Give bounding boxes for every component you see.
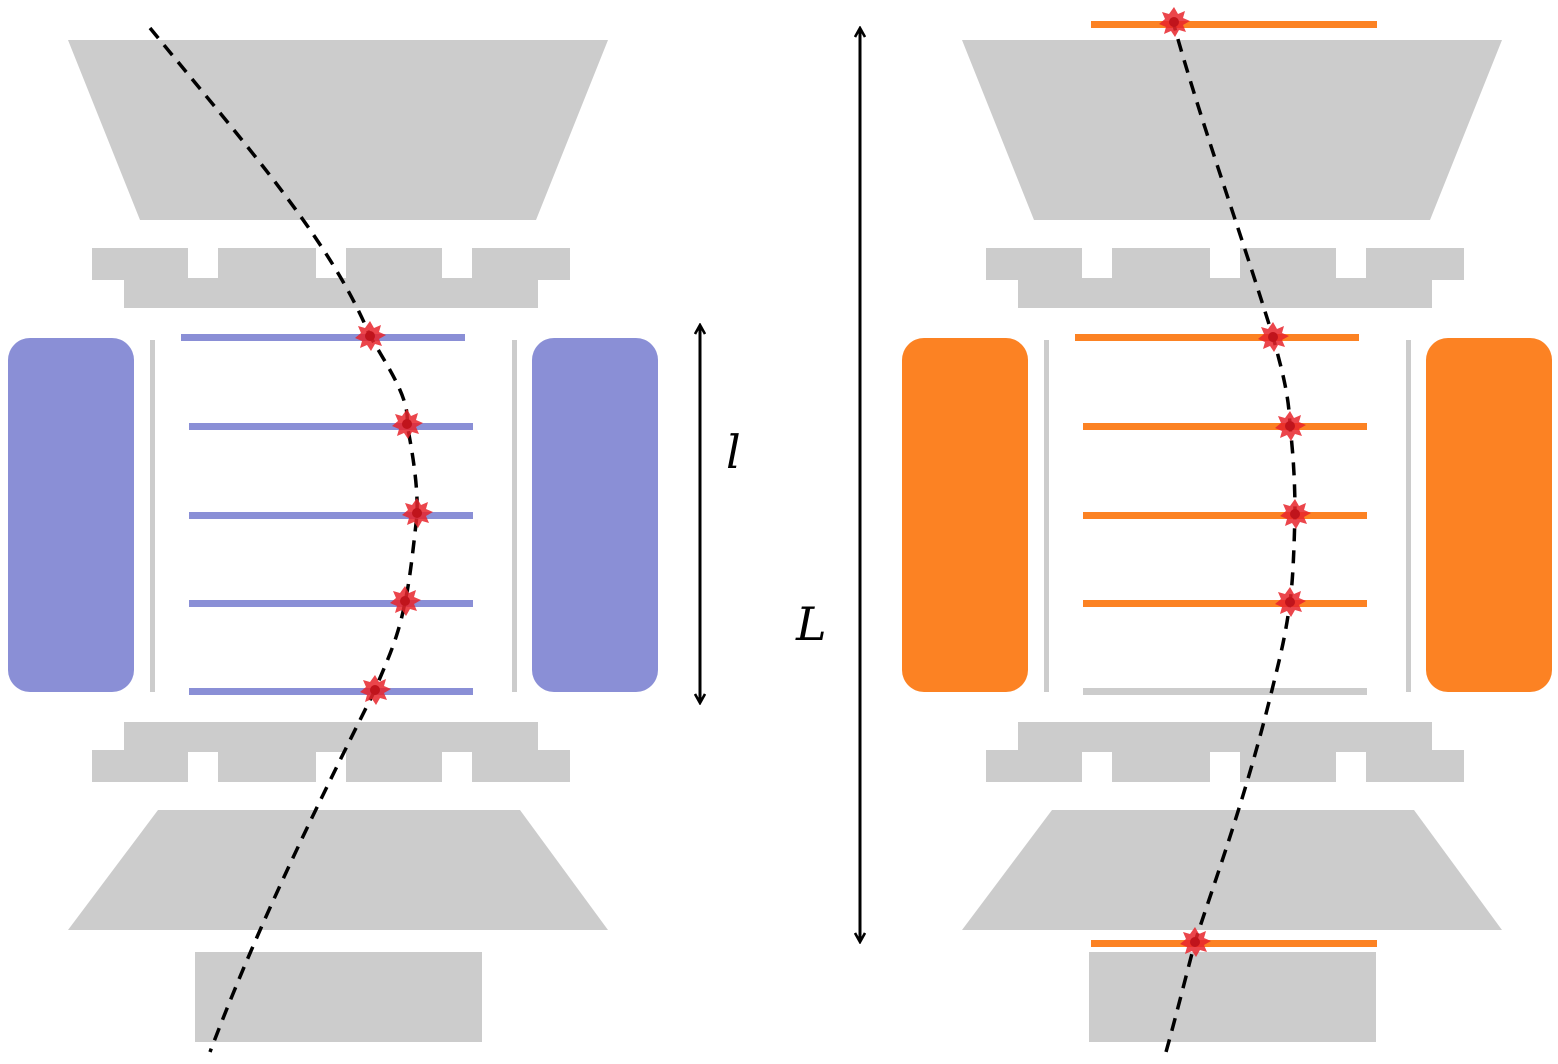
- hit-marker: [1275, 587, 1306, 617]
- hit-marker: [1280, 499, 1311, 529]
- left-particle-track: [148, 26, 419, 1053]
- right-configuration: [902, 7, 1552, 1053]
- hit-marker: [390, 586, 421, 616]
- right-upper-magnet: [962, 40, 1502, 220]
- left-upper-yoke: [92, 248, 570, 308]
- right-outer-coil-left: [902, 338, 1028, 692]
- detector-layer-inactive: [1083, 688, 1367, 695]
- left-lower-yoke: [92, 722, 570, 782]
- right-outer-coil-right: [1426, 338, 1552, 692]
- detector-layer: [189, 423, 473, 430]
- detector-layer: [189, 600, 473, 607]
- left-outer-coil-left: [8, 338, 134, 692]
- detector-layer: [1083, 512, 1367, 519]
- left-lower-magnet: [68, 810, 608, 930]
- hit-marker: [360, 675, 391, 705]
- right-top-layer: [1091, 21, 1377, 28]
- detector-layer: [1083, 600, 1367, 607]
- right-bottom-layer: [1091, 940, 1377, 947]
- long-length-label: L: [795, 597, 827, 651]
- left-detector-layers: [181, 334, 473, 695]
- left-inner-wall-right: [512, 340, 517, 692]
- right-lower-magnet: [962, 810, 1502, 930]
- right-upper-yoke: [986, 248, 1464, 308]
- left-upper-magnet: [68, 40, 608, 220]
- detector-layer: [189, 512, 473, 519]
- right-particle-track: [1164, 17, 1297, 1053]
- right-bottom-block: [1089, 952, 1376, 1042]
- left-inner-wall-left: [150, 340, 155, 692]
- hit-marker: [1258, 322, 1289, 352]
- right-detector-layers: [1075, 334, 1367, 695]
- detector-layer: [189, 688, 473, 695]
- right-lower-yoke: [986, 722, 1464, 782]
- hit-marker: [402, 498, 433, 528]
- left-configuration: l: [8, 26, 741, 1053]
- right-inner-wall-left: [1044, 340, 1049, 692]
- detector-layer: [1075, 334, 1359, 341]
- left-bottom-block: [195, 952, 482, 1042]
- right-inner-wall-right: [1406, 340, 1411, 692]
- detector-layer: [181, 334, 465, 341]
- hit-marker: [1275, 411, 1306, 441]
- detector-layer: [1083, 423, 1367, 430]
- hit-marker: [392, 409, 423, 439]
- hit-marker: [1159, 7, 1190, 37]
- left-outer-coil-right: [532, 338, 658, 692]
- hit-marker: [355, 321, 386, 351]
- short-length-label: l: [726, 425, 741, 479]
